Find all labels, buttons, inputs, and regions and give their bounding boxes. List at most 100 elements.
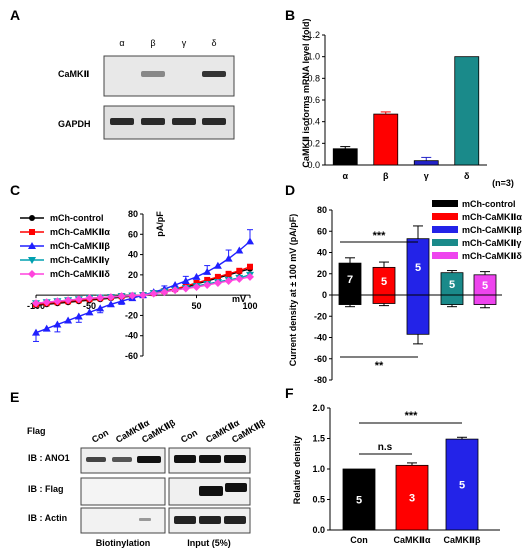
chart-c-point xyxy=(235,246,244,254)
chart-c-point xyxy=(192,272,201,280)
blot-a-row-label-camk: CaMKⅡ xyxy=(58,69,90,79)
chart-d-legend-swatch xyxy=(432,239,458,246)
chart-c-point xyxy=(96,304,105,312)
panel-a-label: A xyxy=(10,7,20,23)
chart-c-point xyxy=(29,215,35,221)
blot-a-lane-label: β xyxy=(150,38,155,48)
chart-f-n-label: 5 xyxy=(356,495,362,507)
chart-c-xtick-label: -50 xyxy=(83,301,96,311)
band xyxy=(139,518,151,521)
chart-f-bar xyxy=(395,464,429,531)
panel-c-label: C xyxy=(10,182,20,198)
chart-c-point xyxy=(246,272,254,281)
chart-d-legend-entry: mCh-CaMKⅡβ xyxy=(462,225,522,235)
chart-f-ytick-label: 0.0 xyxy=(312,525,325,535)
chart-d-bar xyxy=(473,274,497,305)
chart-c-point xyxy=(171,281,180,288)
blot-e-row-label-ano1: IB : ANO1 xyxy=(28,453,70,463)
chart-c-point xyxy=(85,308,94,316)
chart-f-ylabel: Relative density xyxy=(292,436,302,505)
chart-c-ytick-label: -60 xyxy=(125,351,138,361)
chart-b-bar xyxy=(373,113,399,166)
chart-b-ytick-label: 0.6 xyxy=(307,95,320,105)
chart-d-ylabel: Current density at ± 100 mV (pA/pF) xyxy=(288,214,298,366)
band xyxy=(137,456,161,463)
blot-e-row-label-actin: IB : Actin xyxy=(28,513,67,523)
chart-d-legend-swatch xyxy=(432,213,458,220)
chart-f-ytick-label: 1.0 xyxy=(312,464,325,474)
chart-c-point xyxy=(213,261,222,269)
blot-a-camk-band xyxy=(141,71,165,77)
chart-d-legend-entry: mCh-CaMKⅡδ xyxy=(462,251,522,261)
chart-d-n-label: 5 xyxy=(381,276,387,288)
blot-e-flag-label: Flag xyxy=(27,426,46,436)
band xyxy=(224,455,246,463)
chart-b-xtick-label: α xyxy=(342,171,348,181)
blot-e-row-label-flag: IB : Flag xyxy=(28,484,64,494)
chart-f-bar xyxy=(342,468,376,531)
chart-c-ytick-label: 80 xyxy=(128,209,138,219)
band xyxy=(112,457,132,462)
chart-f-xtick-label: CaMKⅡβ xyxy=(444,535,481,545)
band xyxy=(86,457,106,462)
chart-c-point xyxy=(203,281,212,289)
chart-d-legend-entry: mCh-control xyxy=(462,199,516,209)
chart-b-xtick-label: δ xyxy=(464,171,470,181)
blot-e-biot-actin xyxy=(80,507,166,534)
chart-c-point xyxy=(28,270,36,278)
chart-d-legend-swatch xyxy=(432,200,458,207)
chart-c-point xyxy=(160,288,169,297)
chart-d-ytick-label: 80 xyxy=(317,205,327,215)
band xyxy=(224,516,246,524)
chart-c-legend-entry: mCh-CaMKⅡβ xyxy=(50,241,110,251)
chart-d-ytick-label: 60 xyxy=(317,226,327,236)
panel-b: B CaMKⅡ isoforms mRNA level (fold) (n=3)… xyxy=(285,7,514,188)
chart-c-point xyxy=(28,242,36,249)
chart-d-sig-bottom: ** xyxy=(375,360,384,372)
band xyxy=(225,483,247,492)
chart-c-point xyxy=(42,298,51,307)
chart-c-point xyxy=(117,297,126,305)
chart-c-ytick-label: -20 xyxy=(125,310,138,320)
chart-f-ytick-label: 1.5 xyxy=(312,434,325,444)
panel-d: D Current density at ± 100 mV (pA/pF) 80… xyxy=(285,182,522,385)
chart-c-point xyxy=(53,320,62,328)
chart-c-point xyxy=(235,274,244,283)
chart-c-point xyxy=(204,276,211,283)
panel-b-label: B xyxy=(285,7,295,23)
chart-f-sig-ns: n.s xyxy=(378,442,393,453)
blot-a-gapdh-band xyxy=(141,118,165,125)
chart-b-note: (n=3) xyxy=(492,178,514,188)
chart-c-point xyxy=(32,299,40,308)
chart-c-point xyxy=(42,324,51,332)
chart-c-legend-entry: mCh-CaMKⅡδ xyxy=(50,269,110,279)
chart-c-ytick-label: -40 xyxy=(125,331,138,341)
blot-a-gapdh-band xyxy=(110,118,134,125)
chart-d-legend-swatch xyxy=(432,252,458,259)
band xyxy=(174,516,196,524)
chart-c-point xyxy=(247,263,253,270)
chart-c-point xyxy=(32,328,40,336)
chart-b-ytick-label: 0.2 xyxy=(307,138,320,148)
chart-f-xtick-label: Con xyxy=(350,535,368,545)
chart-c-ytick-label: 60 xyxy=(128,229,138,239)
chart-c-point xyxy=(246,237,254,245)
chart-c-point xyxy=(213,278,222,287)
chart-c-xtick-label: 100 xyxy=(242,301,257,311)
chart-c-ylabel: pA/pF xyxy=(155,211,165,237)
chart-d-ytick-label: -80 xyxy=(314,375,327,385)
chart-c-point xyxy=(28,257,36,264)
blot-a-lane-label: δ xyxy=(211,38,216,48)
chart-d-ytick-label: -20 xyxy=(314,311,327,321)
chart-c-point xyxy=(85,294,94,303)
chart-c-point xyxy=(225,270,232,277)
chart-b-bar xyxy=(413,160,439,166)
chart-c-point xyxy=(106,300,115,308)
chart-d-n-label: 5 xyxy=(415,262,421,274)
panel-f-label: F xyxy=(285,385,294,401)
chart-b-ytick-label: 1.0 xyxy=(307,52,320,62)
chart-d-bar xyxy=(406,238,430,335)
